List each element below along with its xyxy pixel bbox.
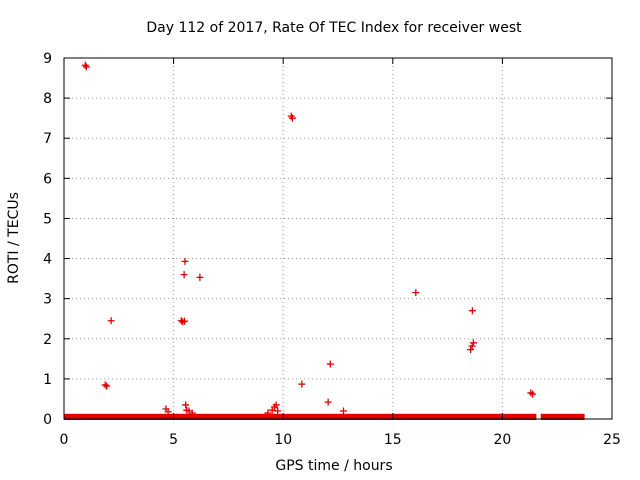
data-point: [181, 257, 189, 265]
data-point: [81, 61, 89, 69]
data-point: [180, 271, 188, 279]
y-axis-label: ROTI / TECUs: [6, 192, 22, 284]
data-point: [288, 114, 296, 122]
y-tick-label: 1: [43, 372, 52, 388]
y-tick-label: 7: [43, 131, 52, 147]
y-tick-label: 5: [43, 211, 52, 227]
data-point: [264, 409, 272, 417]
data-point: [326, 360, 334, 368]
chart-title: Day 112 of 2017, Rate Of TEC Index for r…: [146, 20, 522, 36]
data-point: [82, 63, 90, 71]
data-point: [412, 289, 420, 297]
data-point: [164, 408, 172, 416]
grid: [64, 58, 612, 419]
data-point: [188, 409, 196, 417]
data-point: [107, 317, 115, 325]
y-tick-label: 6: [43, 171, 52, 187]
data-point: [101, 381, 109, 389]
x-tick-label: 5: [169, 432, 178, 448]
data-point: [467, 346, 475, 354]
x-axis-label: GPS time / hours: [275, 458, 392, 474]
x-tick-label: 15: [384, 432, 402, 448]
data-point: [272, 401, 280, 409]
data-point: [274, 407, 282, 415]
data-point: [469, 339, 477, 347]
y-tick-label: 3: [43, 292, 52, 308]
data-point: [468, 307, 476, 315]
y-tick-label: 9: [43, 51, 52, 67]
data-point: [298, 380, 306, 388]
plot-frame: [63, 57, 613, 420]
x-tick-label: 10: [274, 432, 292, 448]
data-point: [103, 382, 111, 390]
y-tick-labels: 0 1 2 3 4 5 6 7 8 9: [43, 51, 52, 428]
y-tick-label: 2: [43, 332, 52, 348]
data-point: [324, 398, 332, 406]
x-tick-label: 0: [60, 432, 69, 448]
axis-ticks: [63, 57, 613, 420]
data-point: [529, 390, 537, 398]
x-tick-label: 25: [603, 432, 621, 448]
y-tick-label: 4: [43, 252, 52, 268]
data-points: [81, 61, 537, 417]
data-point: [181, 317, 189, 325]
baseline-band-segment: [64, 413, 537, 420]
data-point: [339, 407, 347, 415]
data-point: [196, 273, 204, 281]
x-tick-label: 20: [493, 432, 511, 448]
baseline-band-segment: [540, 413, 585, 420]
y-tick-label: 8: [43, 91, 52, 107]
data-point: [468, 342, 476, 350]
x-tick-labels: 0 5 10 15 20 25: [60, 432, 621, 448]
data-point: [182, 401, 190, 409]
y-tick-label: 0: [43, 412, 52, 428]
baseline-band: [64, 413, 585, 420]
